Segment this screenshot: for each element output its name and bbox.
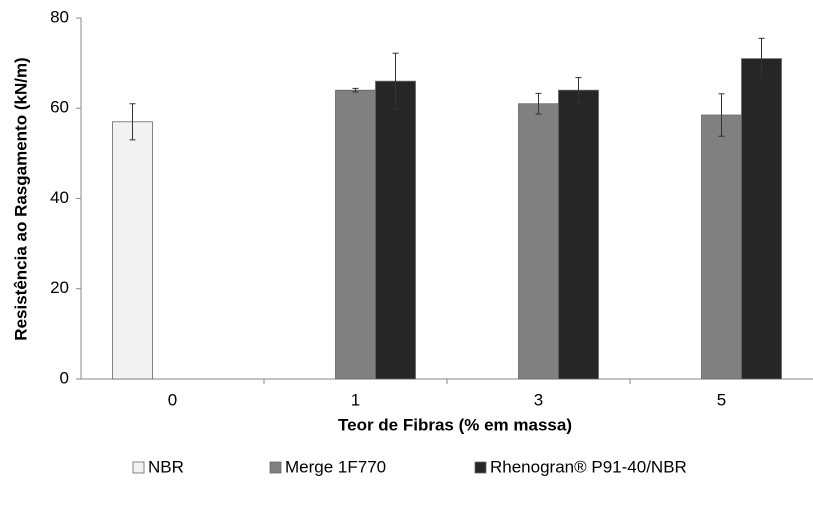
error-bar — [718, 93, 725, 137]
bar — [112, 121, 153, 380]
legend-swatch — [132, 461, 145, 474]
x-tick-label: 0 — [168, 390, 177, 409]
bar — [518, 103, 559, 380]
legend-label: NBR — [148, 457, 184, 476]
x-tick-label: 1 — [351, 390, 360, 409]
y-tick-label: 80 — [50, 7, 69, 26]
legend-label: Rhenogran® P91-40/NBR — [490, 457, 687, 476]
legend-label: Merge 1F770 — [285, 457, 386, 476]
x-tick-label: 5 — [717, 390, 726, 409]
bar — [335, 89, 376, 380]
error-bar — [129, 103, 136, 141]
legend-swatch — [269, 461, 282, 474]
bar — [701, 114, 742, 380]
y-tick-label: 0 — [60, 368, 69, 387]
error-bar — [575, 77, 582, 104]
bar — [741, 58, 782, 380]
error-bar — [392, 52, 399, 110]
x-tick-label: 3 — [534, 390, 543, 409]
legend-swatch — [474, 461, 487, 474]
bar — [558, 89, 599, 380]
bar — [375, 80, 416, 380]
x-axis-title: Teor de Fibras (% em massa) — [338, 415, 572, 434]
error-bar — [535, 92, 542, 115]
y-axis-title: Resistência ao Rasgamento (kN/m) — [11, 57, 30, 340]
error-bar — [352, 87, 359, 93]
y-tick-label: 20 — [50, 278, 69, 297]
y-tick-label: 40 — [50, 188, 69, 207]
error-bar — [758, 37, 765, 80]
y-tick-label: 60 — [50, 98, 69, 117]
